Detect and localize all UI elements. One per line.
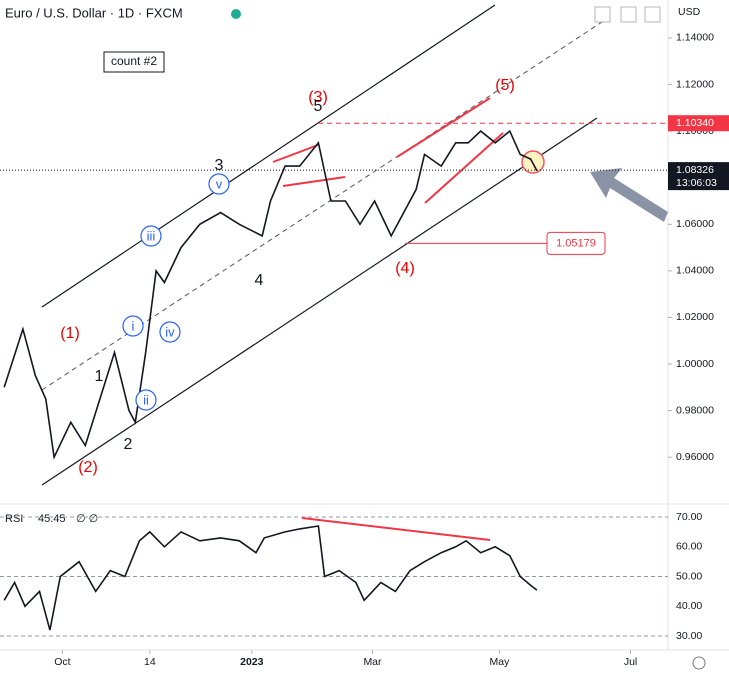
x-tick-label: May: [490, 656, 511, 668]
status-dot: [231, 9, 241, 19]
y-tick-label: 60.00: [676, 541, 702, 553]
wave-label: iv: [165, 324, 175, 339]
countdown: 13:06:03: [676, 177, 717, 189]
price-label-box: [546, 231, 606, 255]
wave-label: i: [132, 318, 135, 333]
x-tick-label: Mar: [363, 656, 382, 668]
rsi-title: RSI: [5, 513, 23, 525]
wave-label: (1): [60, 325, 80, 342]
series-line: [3, 525, 538, 631]
button[interactable]: [620, 6, 637, 23]
wave-circle: [140, 225, 162, 247]
wave-circle: [135, 389, 157, 411]
wave-label: 5: [314, 98, 323, 115]
y-tick-label: 1.06000: [676, 218, 714, 230]
wave-label: 3: [215, 157, 224, 174]
button[interactable]: [594, 6, 611, 23]
y-tick-label: 50.00: [676, 570, 702, 582]
annotation-box: [103, 51, 165, 73]
series-line: [3, 129, 538, 460]
y-tick-label: 0.98000: [676, 404, 714, 416]
annotation: count #2: [111, 54, 157, 68]
price-label: 1.10340: [676, 117, 714, 129]
wave-circle: [122, 315, 144, 337]
trendline: [424, 132, 504, 204]
currency: USD: [678, 6, 701, 18]
y-tick-label: 1.00000: [676, 358, 714, 370]
wave-label: (5): [495, 77, 515, 94]
settings-button[interactable]: [692, 656, 706, 670]
wave-label: 4: [255, 272, 264, 289]
wave-label: 1: [95, 368, 104, 385]
x-tick-label: 14: [144, 656, 156, 668]
price-label: 1.05179: [556, 237, 596, 249]
toolbar-buttons[interactable]: [594, 6, 706, 670]
y-tick-label: 1.02000: [676, 311, 714, 323]
wave-circle: [159, 321, 181, 343]
drawings: count #2: [41, 4, 668, 541]
rsi-trendline: [301, 517, 491, 541]
wave-label: (3): [308, 89, 328, 106]
y-tick-label: 30.00: [676, 630, 702, 642]
wave-label: (2): [78, 459, 98, 476]
button[interactable]: [644, 6, 661, 23]
y-tick-label: 1.12000: [676, 78, 714, 90]
chart-title: Euro / U.S. Dollar · 1D · FXCM: [5, 5, 183, 20]
wave-label: ii: [143, 392, 149, 407]
rsi-icons: ∅ ∅: [76, 513, 98, 525]
price-label-box: [668, 115, 729, 132]
trendline: [282, 176, 346, 187]
y-tick-label: 70.00: [676, 511, 702, 523]
wave-circle: [208, 173, 230, 195]
y-tick-label: 1.14000: [676, 32, 714, 44]
y-tick-label: 1.04000: [676, 265, 714, 277]
y-tick-label: 0.96000: [676, 451, 714, 463]
wave-label: v: [216, 176, 223, 191]
arrow: [590, 168, 668, 222]
wave-label: 2: [124, 436, 133, 453]
channel-lower: [41, 117, 598, 486]
wave-label: iii: [147, 228, 156, 243]
price-label: 1.08326: [676, 164, 714, 176]
trendline: [272, 144, 319, 163]
channel-upper: [41, 4, 496, 308]
wave-label: (4): [395, 260, 415, 277]
x-tick-label: 2023: [240, 656, 264, 668]
y-tick-label: 40.00: [676, 600, 702, 612]
trendline: [396, 97, 491, 158]
price-label-box: [668, 162, 729, 191]
rsi-value: 45.45: [38, 513, 66, 525]
x-tick-label: Oct: [54, 656, 70, 668]
x-tick-label: Jul: [624, 656, 637, 668]
